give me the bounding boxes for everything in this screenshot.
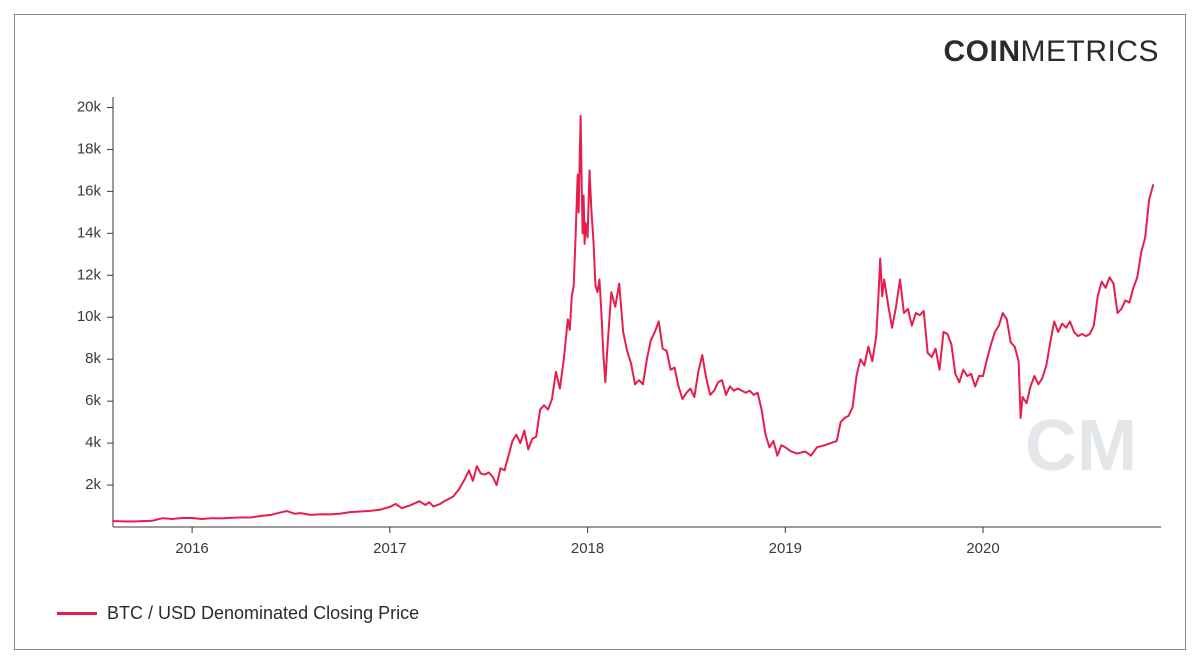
- price-chart: 2k 4k 6k 8k 10k 12k 14k 16k 18k 20k 2016 2017 2018 20…: [63, 91, 1167, 567]
- brand-bold: COIN: [944, 35, 1021, 68]
- legend-line-swatch: [57, 612, 97, 615]
- brand-light: METRICS: [1021, 35, 1160, 68]
- svg-text:2020: 2020: [966, 540, 999, 557]
- svg-text:12k: 12k: [77, 266, 102, 283]
- legend-label: BTC / USD Denominated Closing Price: [107, 603, 419, 624]
- chart-frame: COINMETRICS CM 2k4k6k8k10k12k14k16k18k20…: [14, 14, 1186, 650]
- legend: BTC / USD Denominated Closing Price: [57, 603, 419, 624]
- svg-text:6k: 6k: [85, 392, 101, 409]
- svg-text:8k: 8k: [85, 350, 101, 367]
- svg-text:18k: 18k: [77, 140, 102, 157]
- svg-text:2017: 2017: [373, 540, 406, 557]
- svg-text:2k: 2k: [85, 476, 101, 493]
- svg-text:2019: 2019: [769, 540, 802, 557]
- svg-text:2016: 2016: [175, 540, 208, 557]
- svg-text:20k: 20k: [77, 98, 102, 115]
- svg-text:14k: 14k: [77, 224, 102, 241]
- svg-text:10k: 10k: [77, 308, 102, 325]
- svg-text:16k: 16k: [77, 182, 102, 199]
- svg-text:4k: 4k: [85, 434, 101, 451]
- brand-logo: COINMETRICS: [944, 35, 1160, 69]
- svg-text:2018: 2018: [571, 540, 604, 557]
